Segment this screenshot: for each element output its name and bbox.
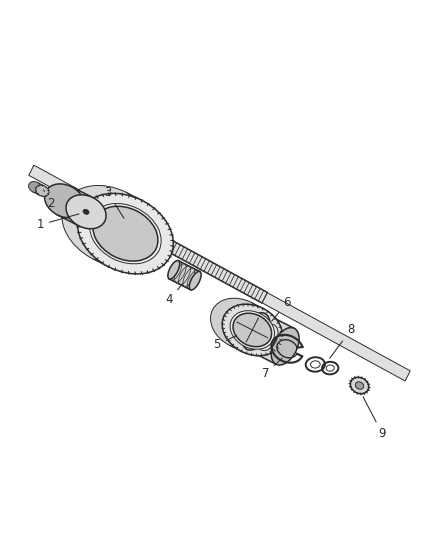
- Text: 1: 1: [36, 214, 79, 231]
- Polygon shape: [169, 261, 199, 290]
- Text: 5: 5: [213, 335, 236, 351]
- Ellipse shape: [62, 185, 157, 266]
- Ellipse shape: [210, 298, 270, 350]
- Polygon shape: [57, 187, 93, 226]
- Text: 3: 3: [104, 187, 124, 218]
- Ellipse shape: [230, 311, 274, 349]
- Text: 2: 2: [43, 190, 55, 209]
- Ellipse shape: [83, 209, 89, 214]
- Polygon shape: [246, 313, 293, 364]
- Ellipse shape: [241, 313, 269, 350]
- Ellipse shape: [271, 328, 298, 365]
- Ellipse shape: [35, 185, 49, 197]
- Polygon shape: [33, 182, 45, 196]
- Text: 4: 4: [165, 284, 182, 306]
- Ellipse shape: [44, 184, 85, 218]
- Ellipse shape: [222, 304, 282, 356]
- Ellipse shape: [350, 377, 368, 394]
- Text: 7: 7: [261, 358, 282, 380]
- Text: 6: 6: [271, 296, 290, 321]
- Ellipse shape: [28, 182, 42, 193]
- Ellipse shape: [354, 382, 363, 389]
- Ellipse shape: [189, 271, 201, 290]
- Ellipse shape: [78, 193, 173, 274]
- Ellipse shape: [167, 261, 179, 279]
- Text: 9: 9: [362, 397, 385, 440]
- Ellipse shape: [93, 206, 158, 261]
- Polygon shape: [28, 165, 410, 381]
- Ellipse shape: [233, 313, 271, 346]
- Ellipse shape: [89, 204, 161, 264]
- Text: 8: 8: [329, 324, 353, 358]
- Ellipse shape: [66, 195, 106, 229]
